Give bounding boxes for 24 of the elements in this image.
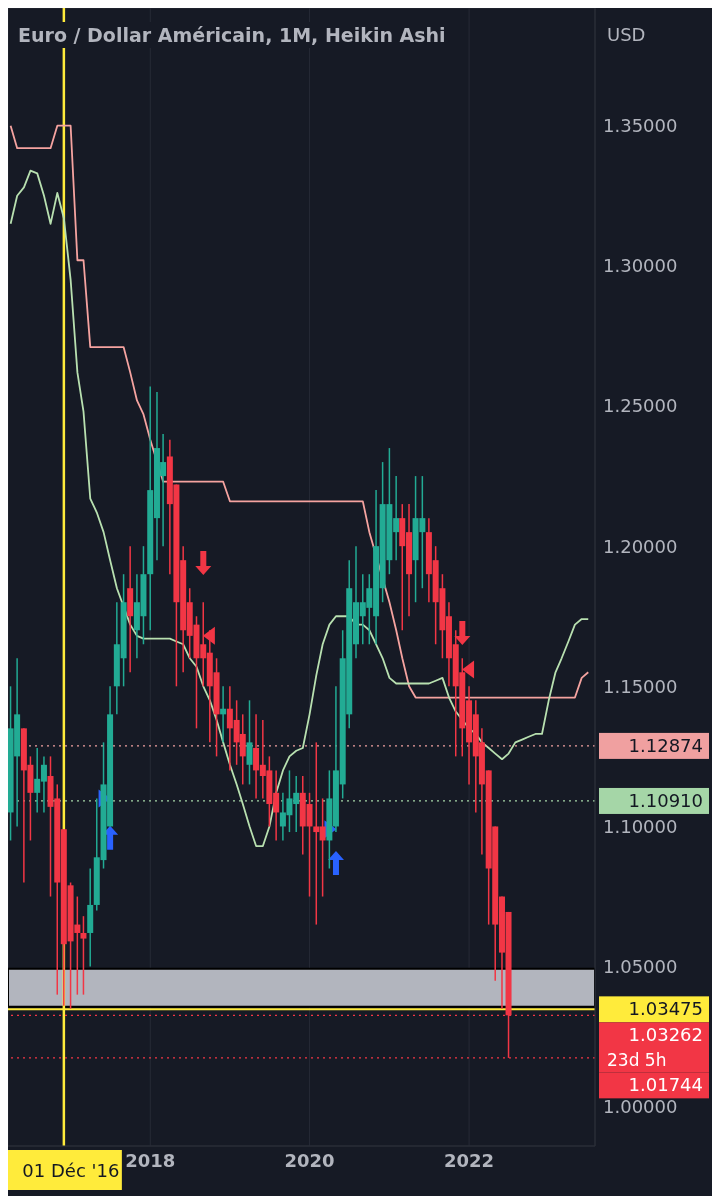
y-tick-label: 1.15000 [603,675,678,697]
line-series [9,124,590,699]
ref-line-label: 1.01744 [628,1074,703,1096]
x-tick-label: 2020 [284,1149,335,1171]
ref-line-label: 1.10910 [628,789,703,811]
y-tick-label: 1.10000 [603,815,678,837]
y-tick-label: 1.35000 [603,115,678,137]
y-tick-label: 1.30000 [603,255,678,277]
candlestick [246,699,253,786]
ref-line-label: 1.03475 [628,998,703,1020]
ref-line-label: 01 Déc '16 [22,1160,120,1181]
text: 23d 5h [607,1050,667,1071]
ref-line-label: 1.12874 [628,734,703,756]
y-tick-label: 1.05000 [603,956,678,977]
ref-line-label: 1.03262 [628,1024,703,1046]
x-tick-label: 2018 [125,1149,176,1171]
candlestick [80,915,87,996]
x-tick-label: 2022 [444,1149,495,1171]
line-series [9,169,590,847]
text: Euro / Dollar Américain, 1M, Heikin Ashi [12,22,452,48]
y-tick-label: 1.00000 [603,1096,678,1118]
y-axis-title: USD [607,24,646,45]
y-tick-label: 1.20000 [603,535,678,557]
y-tick-label: 1.25000 [603,395,678,417]
